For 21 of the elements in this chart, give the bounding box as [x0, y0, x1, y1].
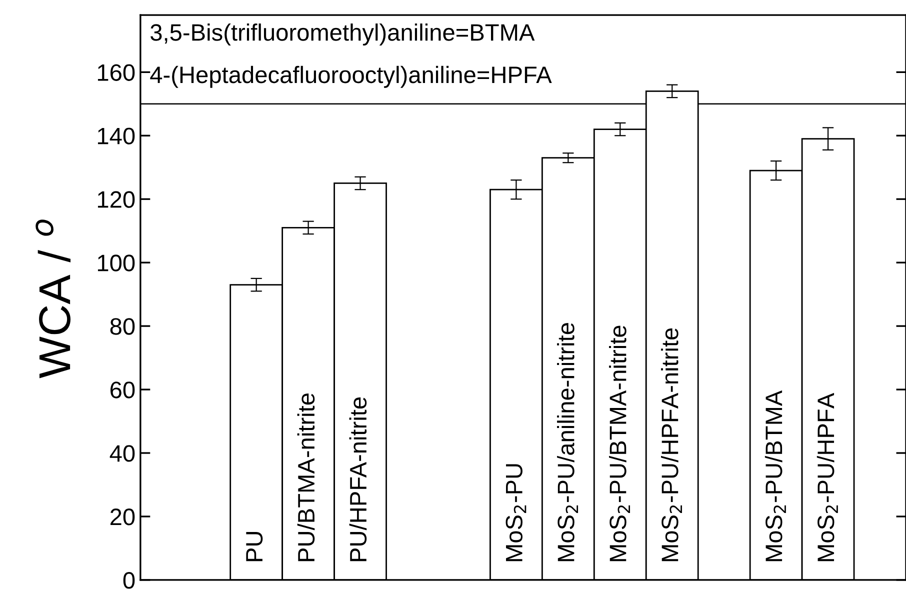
y-tick-label: 0 — [123, 572, 135, 589]
y-tick-label: 40 — [110, 445, 135, 462]
y-tick-label: 120 — [98, 191, 135, 208]
y-tick-label: 80 — [110, 318, 135, 335]
x-tick-label: PU/BTMA-nitrite — [297, 394, 315, 562]
y-tick-label: 20 — [110, 508, 135, 526]
x-tick-label: MoS$_{2}$-PU/aniline-nitrite — [557, 323, 578, 562]
x-tick-label: MoS$_{2}$-PU/BTMA — [764, 390, 786, 562]
x-tick-label: MoS$_{2}$-PU/HPFA-nitrite — [660, 328, 682, 562]
x-tick-label: PU — [246, 532, 263, 562]
y-tick-label: 160 — [98, 64, 135, 81]
x-tick-label: MoS$_{2}$-PU — [506, 464, 526, 562]
y-tick-label: 60 — [110, 382, 135, 398]
x-tick-label: MoS$_{2}$-PU/BTMA-nitrite — [609, 326, 630, 562]
x-tick-label: MoS$_{2}$-PU/HPFA — [816, 392, 838, 562]
annotation: 3,5-Bis(trifluoromethyl)aniline=BTMA — [150, 24, 535, 46]
annotation: 4-(Heptadecafluorooctyl)aniline=HPFA — [150, 66, 552, 88]
y-tick-label: 140 — [98, 128, 135, 144]
y-axis-title: WCA / $^{o}$ — [36, 220, 70, 378]
y-tick-label: 100 — [98, 254, 135, 272]
x-tick-label: PU/HPFA-nitrite — [349, 397, 367, 562]
